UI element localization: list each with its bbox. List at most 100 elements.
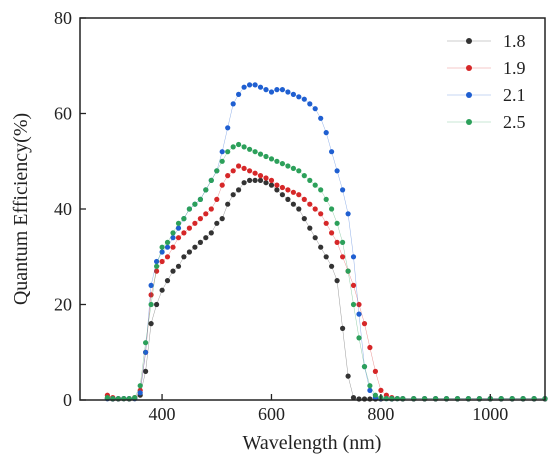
point-2.5-710 xyxy=(329,206,335,212)
point-1.9-570 xyxy=(252,170,258,176)
point-2.1-710 xyxy=(329,149,335,155)
point-1.8-380 xyxy=(148,321,154,327)
point-1.8-460 xyxy=(192,244,198,250)
point-1.8-640 xyxy=(290,201,296,207)
point-2.1-390 xyxy=(154,258,160,265)
point-1.9-540 xyxy=(236,163,242,169)
point-1.9-620 xyxy=(279,184,285,191)
legend-marker-1.9 xyxy=(466,65,472,71)
point-1.9-800 xyxy=(378,387,384,393)
point-2.5-750 xyxy=(350,301,357,308)
point-1.9-630 xyxy=(285,187,291,193)
point-1.9-470 xyxy=(197,216,203,222)
legend: 1.8 1.9 2.1 2.5 xyxy=(447,31,526,132)
point-1.9-460 xyxy=(192,220,198,226)
point-1.9-390 xyxy=(154,268,160,274)
point-1.8-690 xyxy=(318,244,324,250)
point-1.9-770 xyxy=(361,321,368,327)
legend-item-1.9: 1.9 xyxy=(447,58,526,78)
point-1.8-550 xyxy=(241,180,247,186)
point-2.1-380 xyxy=(148,282,154,288)
point-2.1-530 xyxy=(230,101,236,107)
point-1.9-680 xyxy=(312,206,318,212)
legend-label-1.8: 1.8 xyxy=(503,31,526,51)
point-2.5-580 xyxy=(257,151,264,157)
point-2.1-780 xyxy=(367,387,373,393)
point-1.8-580 xyxy=(257,177,264,183)
point-2.5-540 xyxy=(236,141,242,148)
point-2.5-680 xyxy=(312,182,318,188)
point-1.9-610 xyxy=(274,182,280,188)
point-2.1-700 xyxy=(323,130,329,136)
point-1.8-780 xyxy=(367,396,373,402)
point-1.9-760 xyxy=(356,301,362,308)
point-1.9-590 xyxy=(263,175,269,181)
point-2.5-720 xyxy=(334,220,340,226)
point-1.8-610 xyxy=(274,187,280,193)
point-2.1-680 xyxy=(312,106,318,112)
point-1.8-480 xyxy=(203,235,209,241)
series-layer xyxy=(104,82,548,402)
point-1.8-400 xyxy=(159,287,165,293)
point-1.8-660 xyxy=(301,216,307,222)
point-2.1-640 xyxy=(290,91,296,97)
point-2.5-350 xyxy=(132,395,138,401)
point-1.8-620 xyxy=(279,192,285,198)
point-1.8-650 xyxy=(296,206,302,212)
point-2.5-650 xyxy=(296,168,302,174)
point-1.9-430 xyxy=(175,235,182,241)
point-2.5-460 xyxy=(192,201,198,207)
point-2.5-370 xyxy=(143,340,149,346)
point-1.9-510 xyxy=(219,182,225,188)
legend-item-2.1: 2.1 xyxy=(447,85,526,105)
point-2.5-570 xyxy=(252,149,258,155)
point-1.9-450 xyxy=(186,225,192,231)
point-2.5-610 xyxy=(274,158,280,164)
point-2.5-740 xyxy=(345,268,351,274)
point-1.8-670 xyxy=(307,225,313,231)
point-1.9-440 xyxy=(181,230,187,236)
point-1.9-520 xyxy=(225,173,231,179)
point-1.8-760 xyxy=(356,396,362,402)
y-tick-label-40: 40 xyxy=(54,199,72,219)
point-2.5-590 xyxy=(263,153,269,160)
point-2.5-360 xyxy=(137,383,143,389)
point-2.5-760 xyxy=(356,335,362,341)
point-2.1-570 xyxy=(252,82,258,88)
point-2.5-500 xyxy=(214,168,220,174)
point-2.1-650 xyxy=(296,94,302,100)
legend-marker-2.5 xyxy=(466,119,472,125)
point-1.9-530 xyxy=(230,168,236,174)
point-2.5-400 xyxy=(159,244,165,250)
x-tick-label-800: 800 xyxy=(367,404,394,424)
y-tick-label-60: 60 xyxy=(54,104,72,124)
point-2.5-490 xyxy=(208,177,214,183)
point-1.9-710 xyxy=(329,230,335,236)
point-2.1-580 xyxy=(257,84,264,90)
point-2.1-600 xyxy=(268,89,275,95)
point-2.5-560 xyxy=(247,146,253,152)
point-2.5-390 xyxy=(154,263,160,269)
point-1.8-540 xyxy=(236,187,242,193)
x-axis-title: Wavelength (nm) xyxy=(243,432,382,454)
point-2.1-670 xyxy=(307,101,313,107)
point-2.1-420 xyxy=(170,235,176,241)
legend-item-1.8: 1.8 xyxy=(447,31,526,51)
point-2.1-660 xyxy=(301,96,307,102)
x-tick-label-400: 400 xyxy=(149,404,176,424)
legend-label-1.9: 1.9 xyxy=(503,58,526,78)
point-1.8-500 xyxy=(214,220,220,226)
point-2.5-430 xyxy=(175,220,182,226)
point-2.5-790 xyxy=(372,392,378,398)
point-2.5-600 xyxy=(268,156,275,162)
point-1.8-600 xyxy=(268,182,275,188)
point-2.5-730 xyxy=(340,239,346,245)
point-1.8-510 xyxy=(219,216,225,222)
point-1.8-490 xyxy=(208,230,214,236)
point-2.1-510 xyxy=(219,149,225,155)
point-2.1-400 xyxy=(159,249,165,255)
point-1.9-720 xyxy=(334,239,340,245)
point-1.8-420 xyxy=(170,268,176,274)
point-1.9-500 xyxy=(214,196,220,202)
